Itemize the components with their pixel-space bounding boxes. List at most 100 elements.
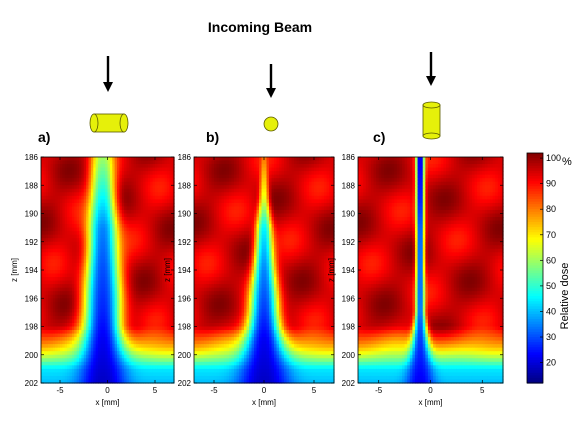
- heatmap-cell: [86, 361, 90, 366]
- heatmap-cell: [119, 305, 123, 310]
- heatmap-cell: [41, 167, 44, 172]
- heatmap-cell: [67, 315, 71, 321]
- heatmap-cell: [69, 195, 73, 200]
- heatmap-cell: [121, 164, 125, 169]
- heatmap-cell: [147, 245, 151, 250]
- heatmap-cell: [296, 171, 300, 176]
- heatmap-cell: [159, 259, 163, 264]
- heatmap-cell: [112, 344, 116, 349]
- heatmap-cell: [147, 365, 151, 370]
- heatmap-cell: [79, 164, 82, 169]
- heatmap-cell: [88, 157, 92, 162]
- heatmap-cell: [204, 220, 208, 225]
- heatmap-cell: [79, 315, 82, 321]
- heatmap-cell: [93, 354, 97, 359]
- heatmap-cell: [67, 379, 71, 384]
- heatmap-cell: [57, 209, 61, 215]
- heatmap-cell: [114, 157, 118, 162]
- heatmap-cell: [269, 220, 273, 225]
- heatmap-cell: [133, 248, 137, 253]
- heatmap-cell: [81, 199, 85, 204]
- heatmap-cell: [309, 217, 313, 222]
- heatmap-cell: [64, 157, 68, 162]
- heatmap-cell: [60, 365, 63, 370]
- heatmap-cell: [244, 192, 248, 197]
- heatmap-cell: [126, 340, 130, 345]
- heatmap-cell: [224, 157, 228, 162]
- heatmap-cell: [121, 294, 125, 299]
- heatmap-cell: [254, 220, 258, 225]
- heatmap-cell: [41, 199, 44, 204]
- heatmap-cell: [71, 266, 75, 271]
- heatmap-cell: [86, 308, 90, 313]
- heatmap-cell: [147, 181, 151, 186]
- heatmap-cell: [52, 238, 56, 243]
- heatmap-cell: [157, 245, 161, 250]
- heatmap-cell: [152, 199, 156, 204]
- heatmap-cell: [324, 195, 328, 200]
- heatmap-cell: [114, 368, 118, 374]
- heatmap-cell: [306, 181, 310, 186]
- heatmap-cell: [256, 213, 260, 218]
- heatmap-cell: [98, 266, 101, 271]
- heatmap-cell: [239, 171, 243, 176]
- heatmap-cell: [67, 330, 71, 335]
- heatmap-cell: [48, 227, 52, 232]
- heatmap-cell: [140, 241, 144, 246]
- heatmap-cell: [159, 322, 163, 328]
- x-tick-label: 5: [153, 386, 158, 395]
- heatmap-cell: [100, 220, 104, 225]
- heatmap-cell: [48, 220, 52, 225]
- heatmap-cell: [194, 238, 198, 243]
- heatmap-cell: [81, 167, 85, 172]
- heatmap-cell: [289, 188, 293, 193]
- heatmap-cell: [114, 213, 118, 218]
- heatmap-cell: [169, 178, 173, 183]
- heatmap-cell: [83, 344, 87, 349]
- heatmap-cell: [136, 224, 139, 229]
- heatmap-cell: [131, 160, 135, 165]
- heatmap-cell: [109, 252, 113, 257]
- heatmap-cell: [171, 368, 175, 374]
- heatmap-cell: [157, 305, 161, 310]
- heatmap-cell: [105, 305, 109, 310]
- heatmap-cell: [76, 255, 80, 261]
- heatmap-cell: [155, 340, 158, 345]
- heatmap-cell: [52, 234, 56, 239]
- heatmap-cell: [155, 368, 158, 374]
- heatmap-cell: [143, 195, 147, 200]
- heatmap-cell: [55, 262, 59, 268]
- heatmap-cell: [74, 266, 78, 271]
- heatmap-cell: [140, 174, 144, 179]
- heatmap-cell: [57, 174, 61, 179]
- x-tick-label: 0: [105, 386, 110, 395]
- heatmap-cell: [119, 354, 123, 359]
- heatmap-cell: [152, 178, 156, 183]
- heatmap-cell: [86, 206, 90, 211]
- heatmap-cell: [107, 206, 111, 211]
- heatmap-cell: [126, 227, 130, 232]
- heatmap-cell: [43, 213, 47, 218]
- heatmap-cell: [133, 284, 137, 289]
- heatmap-cell: [311, 217, 315, 222]
- heatmap-cell: [48, 224, 52, 229]
- heatmap-cell: [86, 379, 90, 384]
- heatmap-cell: [316, 171, 320, 176]
- heatmap-cell: [136, 326, 139, 331]
- heatmap-cell: [43, 312, 47, 317]
- heatmap-cell: [43, 368, 47, 374]
- heatmap-cell: [126, 167, 130, 172]
- heatmap-cell: [95, 248, 99, 253]
- heatmap-cell: [41, 185, 44, 190]
- heatmap-cell: [41, 301, 44, 306]
- heatmap-cell: [88, 319, 92, 324]
- heatmap-cell: [239, 224, 243, 229]
- heatmap-cell: [124, 199, 128, 204]
- heatmap-cell: [229, 199, 233, 204]
- heatmap-cell: [140, 277, 144, 282]
- heatmap-cell: [304, 209, 308, 215]
- heatmap-cell: [145, 160, 149, 165]
- heatmap-cell: [69, 379, 73, 384]
- heatmap-cell: [114, 358, 118, 363]
- heatmap-cell: [166, 361, 170, 366]
